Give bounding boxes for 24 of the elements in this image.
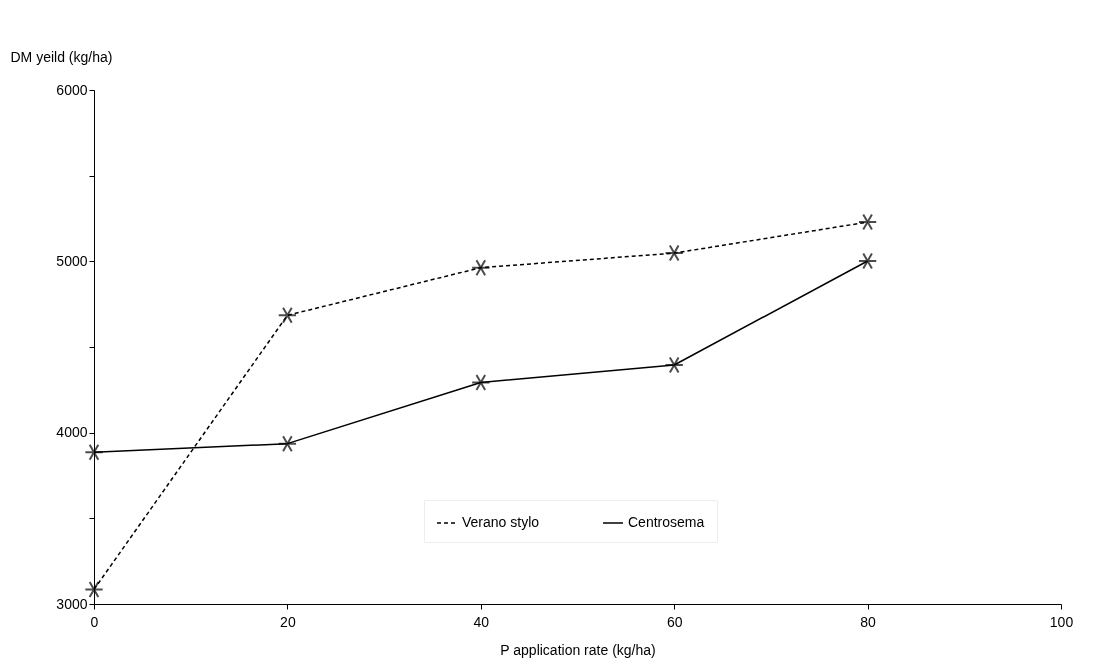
y-axis-title: DM yeild (kg/ha) (10, 48, 113, 65)
x-tick-label: 0 (90, 613, 99, 630)
y-tick-label: 6000 (56, 81, 88, 98)
point (664, 356, 684, 374)
point (471, 373, 491, 391)
x-tick-label: 60 (666, 613, 683, 630)
legend-label: Centrosema (628, 514, 705, 530)
x-tick-label: 20 (280, 613, 296, 630)
point (857, 252, 878, 270)
x-axis-title: P application rate (kg/ha) (500, 641, 656, 658)
point (857, 213, 878, 231)
point (277, 306, 298, 324)
legend-label: Verano stylo (462, 514, 540, 530)
x-tick-label: 40 (473, 613, 490, 630)
x-tick-label: 100 (1049, 613, 1074, 630)
point (277, 435, 298, 453)
y-tick-label: 5000 (56, 252, 88, 269)
y-tick-label: 4000 (56, 424, 88, 441)
point (84, 580, 104, 598)
point (471, 259, 491, 277)
point (84, 443, 104, 461)
point (664, 244, 684, 262)
x-tick-label: 80 (860, 613, 877, 630)
y-tick-label: 3000 (56, 595, 88, 612)
